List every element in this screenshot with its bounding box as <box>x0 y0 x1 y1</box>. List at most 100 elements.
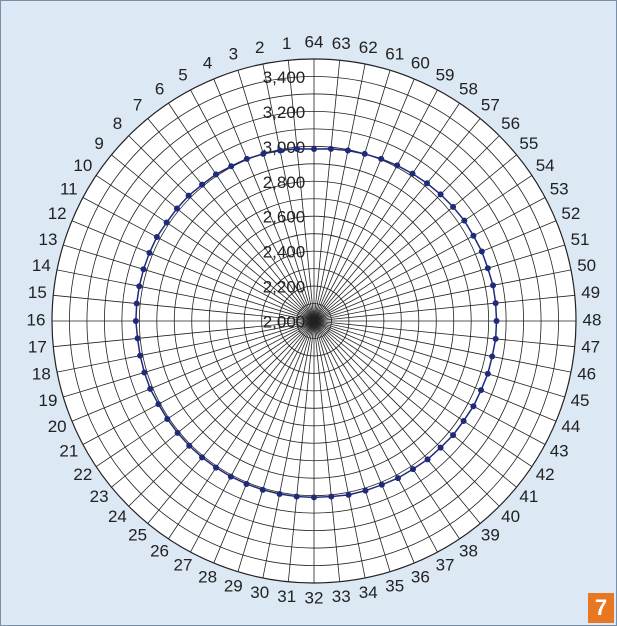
spoke-label: 40 <box>501 507 520 526</box>
spoke-label: 46 <box>577 365 596 384</box>
spoke-label: 50 <box>577 256 596 275</box>
data-point <box>492 300 499 307</box>
spoke <box>313 135 500 322</box>
data-point <box>146 249 153 256</box>
data-point <box>484 370 491 377</box>
data-point <box>489 353 496 360</box>
spoke-label: 34 <box>359 583 378 602</box>
data-point <box>470 232 477 239</box>
spoke <box>262 63 315 322</box>
spoke-label: 4 <box>203 54 212 73</box>
spoke-label: 56 <box>501 114 520 133</box>
data-point <box>260 150 267 157</box>
data-point <box>133 300 140 307</box>
spoke <box>313 102 460 322</box>
spoke <box>56 320 315 373</box>
spoke <box>313 320 572 373</box>
spoke-label: 10 <box>73 156 92 175</box>
data-point <box>493 318 500 324</box>
spoke <box>313 320 415 564</box>
data-point <box>147 385 154 392</box>
data-point <box>345 491 352 498</box>
data-point <box>185 192 192 199</box>
spoke <box>213 78 315 322</box>
data-point <box>227 473 234 480</box>
spoke-label: 32 <box>305 588 324 607</box>
spoke-label: 12 <box>48 204 67 223</box>
r-tick-label: 2,600 <box>263 208 306 227</box>
data-point <box>327 145 334 152</box>
spoke-label: 55 <box>519 134 538 153</box>
spoke <box>82 320 315 445</box>
spoke <box>313 197 546 322</box>
spoke-label: 57 <box>481 96 500 115</box>
spoke <box>111 154 315 322</box>
spoke-label: 62 <box>359 38 378 57</box>
data-point <box>276 491 283 498</box>
spoke <box>313 269 572 322</box>
data-point <box>378 155 385 162</box>
r-tick-label: 2,400 <box>263 243 306 262</box>
figure-badge: 7 <box>588 593 614 623</box>
spoke-label: 28 <box>198 567 217 586</box>
spoke <box>71 320 315 422</box>
spoke-label: 29 <box>224 577 243 596</box>
spoke <box>262 320 315 579</box>
spoke <box>313 175 533 322</box>
spoke <box>313 78 415 322</box>
spoke-label: 27 <box>173 556 192 575</box>
spoke-label: 16 <box>27 310 46 329</box>
spoke-label: 61 <box>385 44 404 63</box>
spoke-label: 60 <box>411 54 430 73</box>
spoke-label: 43 <box>550 442 569 461</box>
spoke <box>190 320 315 553</box>
spoke <box>313 320 391 572</box>
spoke <box>313 320 557 422</box>
spoke-label: 17 <box>28 338 47 357</box>
data-point <box>199 181 206 188</box>
spoke <box>190 89 315 322</box>
data-point <box>394 475 401 482</box>
data-point <box>311 145 317 152</box>
data-point <box>478 248 485 255</box>
spoke <box>237 70 315 322</box>
data-point <box>378 481 385 488</box>
data-point <box>437 444 444 451</box>
spoke-label: 42 <box>536 465 555 484</box>
spoke <box>313 320 341 582</box>
data-point <box>155 401 162 408</box>
spoke-label: 54 <box>536 156 555 175</box>
spoke-label: 63 <box>332 34 351 53</box>
data-point <box>328 493 335 500</box>
spoke-label: 31 <box>277 587 296 606</box>
spoke-label: 49 <box>581 283 600 302</box>
spoke <box>71 220 315 322</box>
spoke <box>313 320 481 524</box>
spoke-label: 39 <box>481 525 500 544</box>
data-point <box>409 466 416 473</box>
spoke <box>63 320 315 398</box>
spoke-label: 30 <box>250 583 269 602</box>
spoke <box>313 60 341 322</box>
spoke <box>128 135 315 322</box>
spoke <box>56 269 315 322</box>
spoke <box>313 154 517 322</box>
data-point <box>409 170 416 177</box>
spoke-label: 7 <box>133 96 142 115</box>
spoke-label: 11 <box>60 179 78 198</box>
r-tick-label: 2,000 <box>263 312 306 331</box>
data-point <box>173 205 180 212</box>
data-point <box>243 480 250 487</box>
data-point <box>212 171 219 178</box>
spoke <box>128 320 315 507</box>
spoke <box>168 102 315 322</box>
spoke <box>213 320 315 564</box>
spoke-label: 18 <box>32 365 51 384</box>
data-point <box>361 150 368 157</box>
spoke-label: 38 <box>459 542 478 561</box>
spoke <box>53 320 315 348</box>
data-point <box>490 282 497 289</box>
data-point <box>450 432 457 439</box>
